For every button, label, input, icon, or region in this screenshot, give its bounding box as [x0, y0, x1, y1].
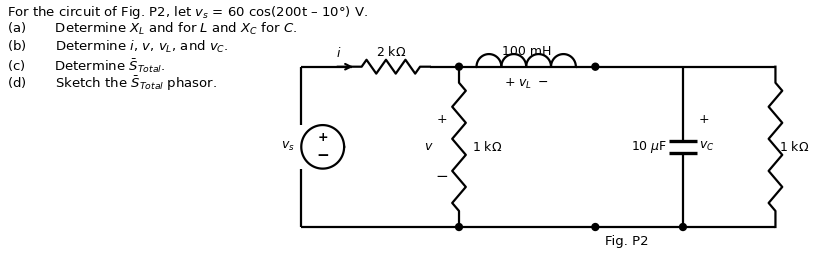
Text: 10 $\mu$F: 10 $\mu$F — [631, 139, 667, 155]
Text: +: + — [698, 113, 709, 126]
Text: (d)       Sketch the $\bar{S}_{Total}$ phasor.: (d) Sketch the $\bar{S}_{Total}$ phasor. — [7, 75, 217, 93]
Text: $v_C$: $v_C$ — [698, 140, 714, 153]
Text: Fig. P2: Fig. P2 — [605, 235, 649, 248]
Text: For the circuit of Fig. P2, let $v_s$ = 60 cos(200t – 10°) V.: For the circuit of Fig. P2, let $v_s$ = … — [7, 4, 368, 21]
Text: 100 mH: 100 mH — [501, 45, 551, 58]
Text: (a)       Determine $X_L$ and for $L$ and $X_C$ for $C$.: (a) Determine $X_L$ and for $L$ and $X_C… — [7, 21, 297, 37]
Circle shape — [456, 223, 462, 230]
Text: (b)       Determine $i$, $v$, $v_L$, and $v_C$.: (b) Determine $i$, $v$, $v_L$, and $v_C$… — [7, 39, 229, 55]
Circle shape — [592, 63, 599, 70]
Circle shape — [456, 63, 462, 70]
Text: 2 k$\Omega$: 2 k$\Omega$ — [376, 45, 406, 59]
Text: 1 k$\Omega$: 1 k$\Omega$ — [471, 140, 502, 154]
Text: $v_s$: $v_s$ — [281, 140, 295, 153]
Text: +: + — [436, 113, 447, 126]
Text: $i$: $i$ — [335, 46, 341, 60]
Text: $v$: $v$ — [424, 140, 434, 153]
Text: +: + — [317, 131, 328, 144]
Text: −: − — [317, 148, 329, 163]
Text: (c)       Determine $\bar{S}_{Total}$.: (c) Determine $\bar{S}_{Total}$. — [7, 57, 166, 74]
Circle shape — [592, 223, 599, 230]
Text: $+\ v_L\ -$: $+\ v_L\ -$ — [504, 77, 549, 91]
Text: 1 k$\Omega$: 1 k$\Omega$ — [779, 140, 810, 154]
Circle shape — [680, 223, 686, 230]
Text: −: − — [435, 169, 448, 184]
